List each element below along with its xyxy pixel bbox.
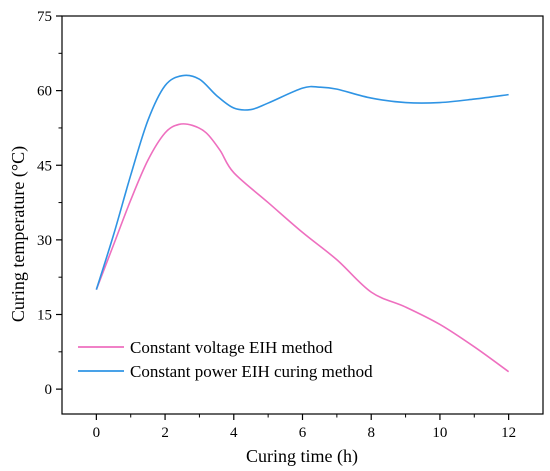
legend: Constant voltage EIH method Constant powe… — [78, 338, 373, 381]
x-tick-label: 4 — [230, 425, 238, 441]
legend-label-2: Constant power EIH curing method — [130, 362, 373, 381]
y-tick-label: 0 — [45, 382, 53, 398]
x-tick-label: 6 — [299, 425, 307, 441]
y-tick-label: 60 — [37, 84, 52, 100]
y-tick-label: 45 — [37, 158, 52, 174]
x-tick-label: 12 — [501, 425, 516, 441]
series-line-1 — [95, 123, 510, 373]
series-line-2 — [95, 74, 509, 290]
x-tick-label: 2 — [161, 425, 169, 441]
y-tick-label: 30 — [37, 233, 52, 249]
series-group — [95, 74, 510, 373]
legend-label-1: Constant voltage EIH method — [130, 338, 333, 357]
y-tick-label: 15 — [37, 308, 52, 324]
x-tick-label: 0 — [93, 425, 101, 441]
y-axis-title: Curing temperature (°C) — [8, 146, 29, 322]
y-tick-label: 75 — [37, 9, 52, 25]
x-tick-label: 10 — [432, 425, 447, 441]
axes: 0 2 4 6 8 10 12 0 15 30 45 60 75 — [37, 9, 544, 441]
x-tick-label: 8 — [367, 425, 375, 441]
x-axis-title: Curing time (h) — [246, 446, 358, 467]
